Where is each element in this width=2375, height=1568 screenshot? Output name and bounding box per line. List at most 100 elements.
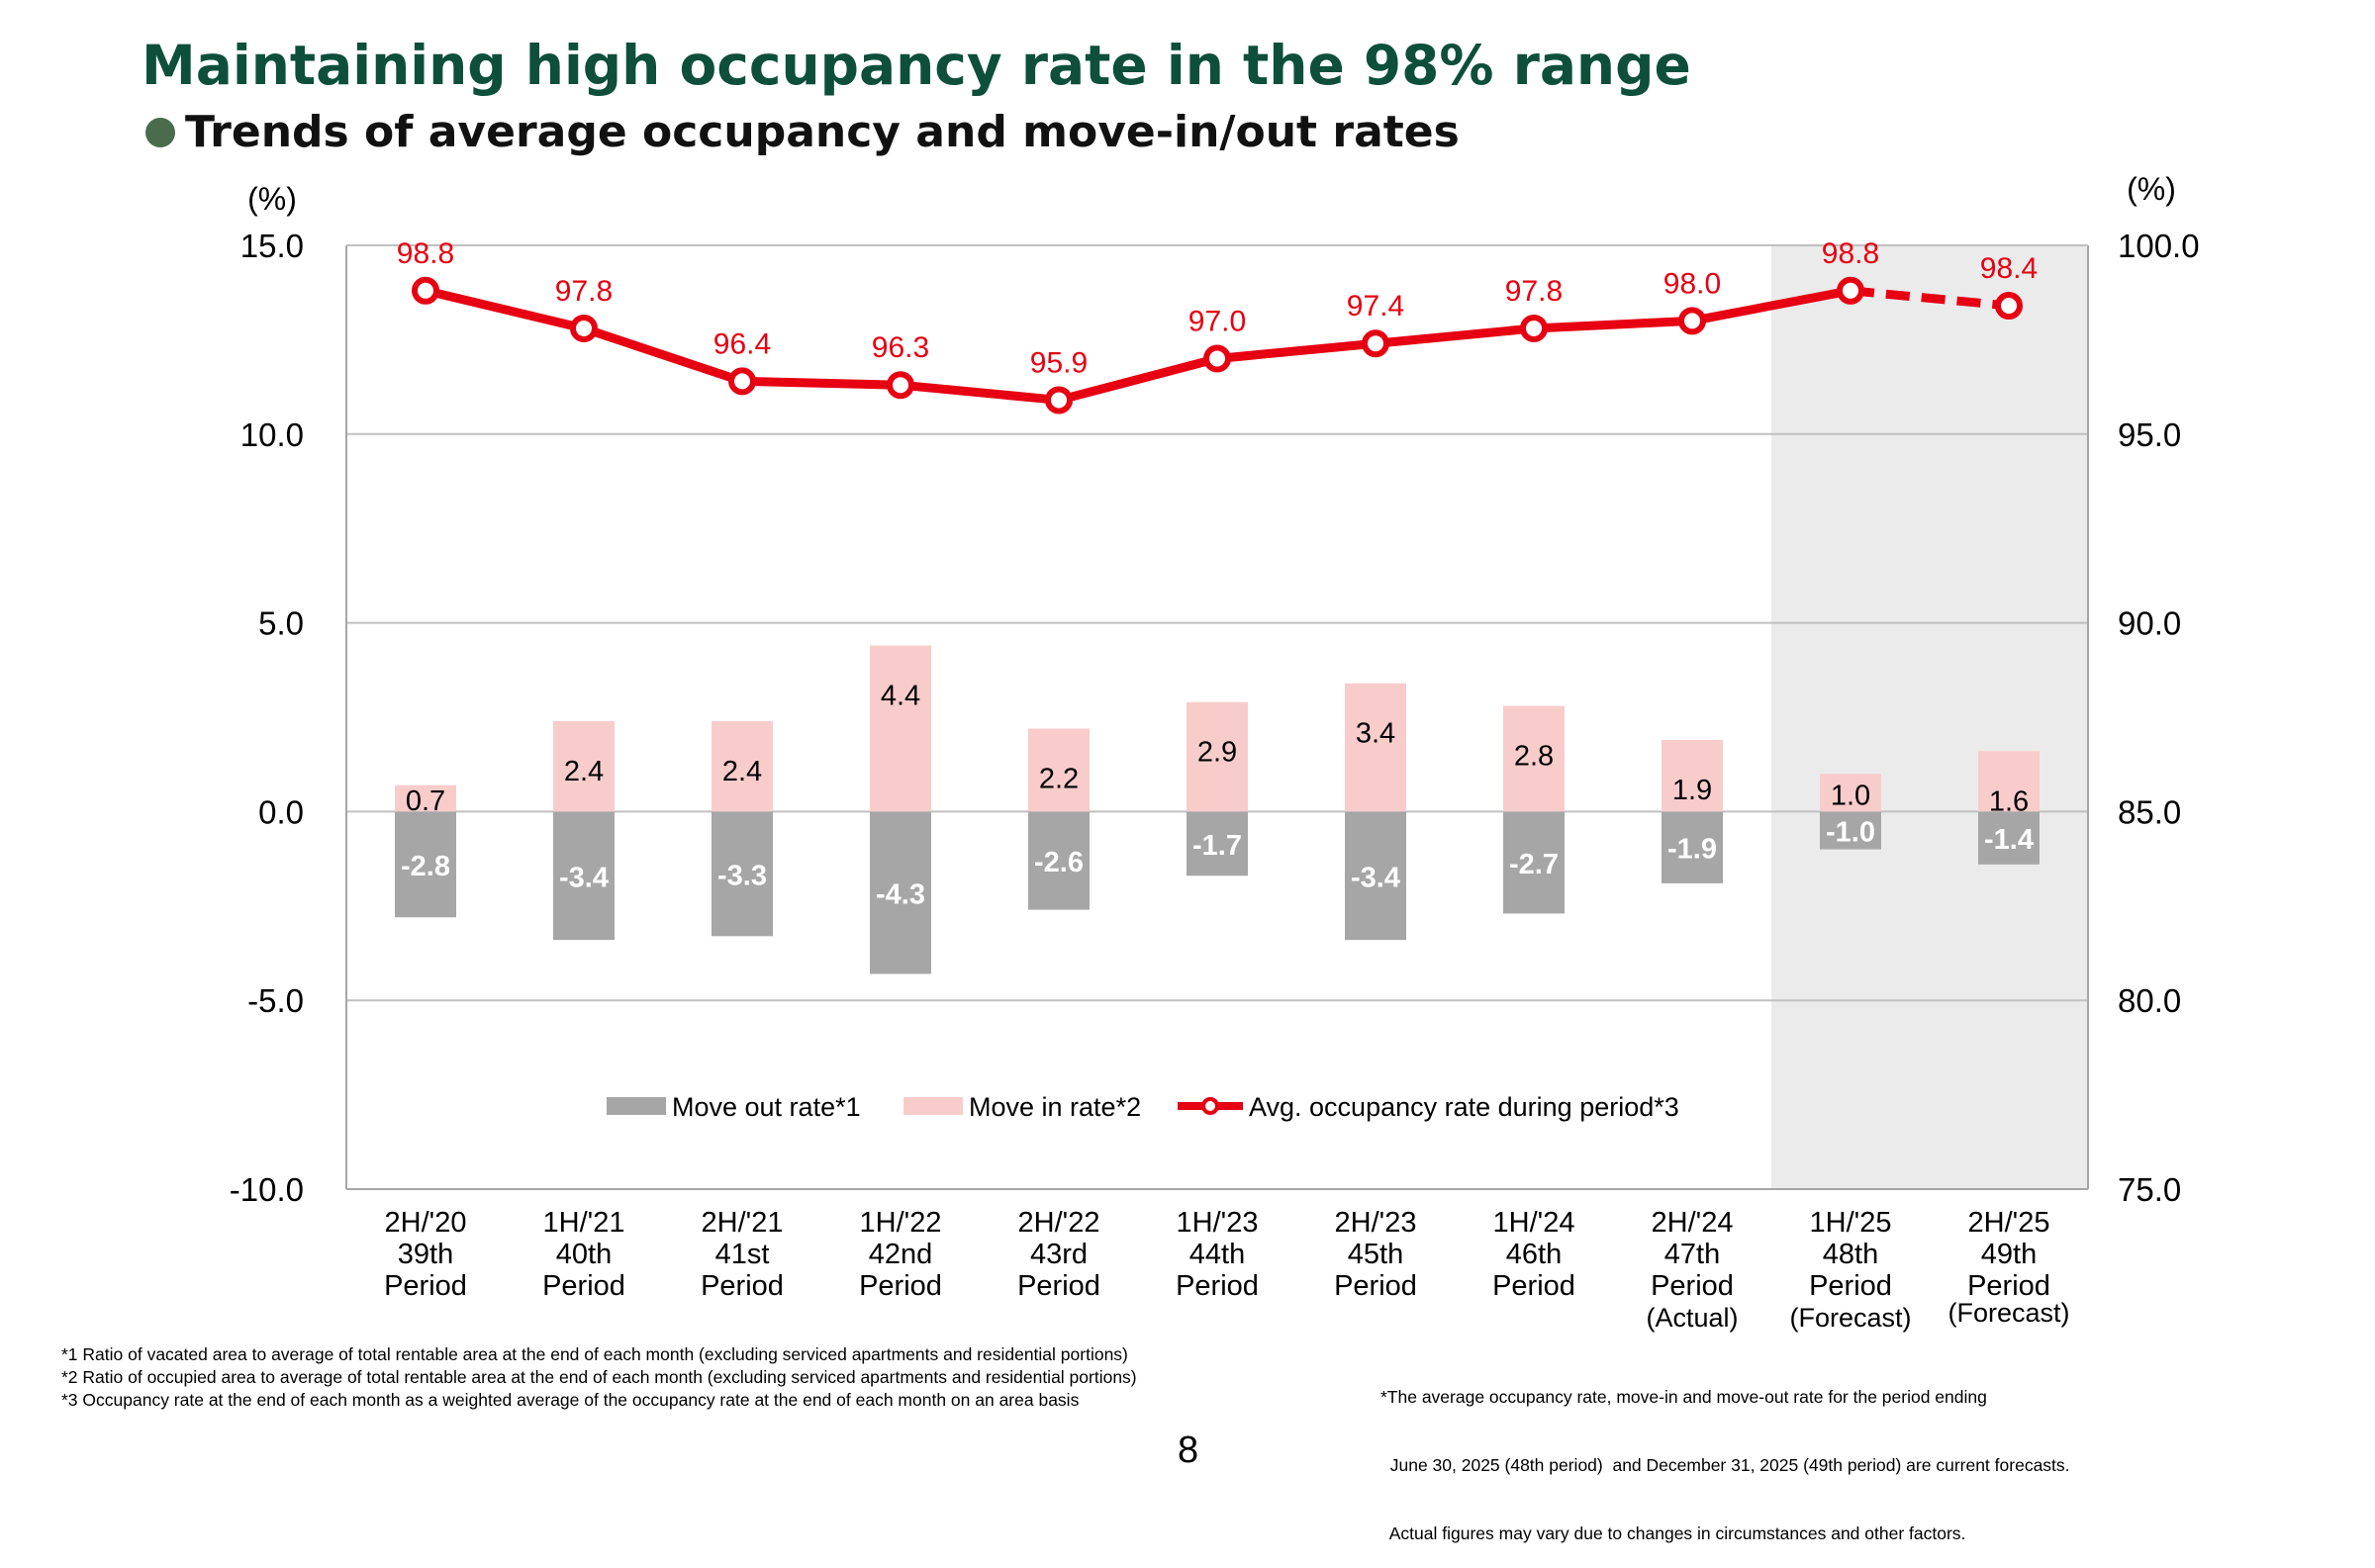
right-axis-tick: 90.0 (2118, 605, 2181, 642)
left-axis-tick: 10.0 (240, 416, 304, 453)
move-in-bar (553, 720, 615, 812)
move-out-label: -1.9 (1667, 834, 1717, 866)
occupancy-forecast-line (1850, 286, 2010, 311)
x-axis-label: 40th (556, 1239, 612, 1270)
footnotes: *1 Ratio of vacated area to average of t… (61, 1343, 1137, 1412)
x-axis-label: Period (701, 1270, 784, 1302)
x-axis-label: Period (542, 1270, 625, 1302)
footnote-2: *2 Ratio of occupied area to average of … (61, 1367, 1137, 1387)
x-axis-label: 41st (715, 1239, 770, 1270)
x-axis-label: 1H/'24 (1493, 1207, 1575, 1239)
x-axis-label: 1H/'23 (1177, 1207, 1259, 1239)
move-in-bar (1662, 739, 1723, 812)
chart-subtitle: Trends of average occupancy and move-in/… (145, 107, 1460, 157)
occupancy-label: 97.4 (1347, 290, 1404, 323)
occupancy-point (1045, 386, 1073, 415)
occupancy-point (1520, 314, 1548, 342)
disclaimer-line-3: Actual figures may vary due to changes i… (1380, 1523, 1966, 1543)
x-axis-label: 2H/'25 (1968, 1207, 2050, 1239)
x-axis-label: 49th (1981, 1239, 2037, 1270)
legend-swatch (903, 1097, 963, 1115)
x-axis-label: 1H/'25 (1810, 1207, 1892, 1239)
move-in-label: 2.4 (722, 756, 762, 787)
legend-label: Avg. occupancy rate during period*3 (1249, 1092, 1679, 1122)
x-axis-label: 2H/'22 (1018, 1207, 1100, 1239)
move-in-label: 4.4 (881, 680, 920, 711)
occupancy-point (1203, 344, 1231, 373)
move-out-label: -4.3 (876, 878, 925, 910)
x-axis-label: 46th (1506, 1239, 1562, 1270)
occupancy-label: 96.4 (713, 327, 771, 360)
left-axis-tick: -5.0 (247, 982, 304, 1019)
x-axis-label: Period (384, 1270, 467, 1302)
move-out-bar (1978, 811, 2040, 865)
x-axis-label: 39th (398, 1239, 453, 1270)
move-in-bar (1820, 774, 1881, 812)
move-in-label: 3.4 (1356, 718, 1395, 750)
x-axis-label: 42nd (869, 1239, 933, 1270)
move-out-bar (870, 811, 931, 974)
x-axis-label: 2H/'24 (1652, 1207, 1734, 1239)
legend-marker (1201, 1097, 1219, 1115)
move-out-label: -1.4 (1984, 824, 2034, 856)
occupancy-point (570, 314, 598, 342)
occupancy-point (1995, 292, 2023, 321)
move-out-label: -2.6 (1034, 847, 1084, 878)
legend-label: Move out rate*1 (672, 1092, 861, 1122)
x-axis-label: 2H/'21 (702, 1207, 784, 1239)
move-in-label: 1.9 (1672, 775, 1712, 806)
move-in-bar (1345, 683, 1406, 812)
move-out-label: -2.7 (1509, 849, 1559, 880)
x-axis-label: 2H/'20 (385, 1207, 467, 1239)
x-axis-label: Period (1651, 1270, 1734, 1302)
right-axis-tick: 95.0 (2118, 416, 2181, 453)
occupancy-label: 96.3 (872, 331, 929, 364)
move-out-label: -3.4 (1351, 862, 1400, 893)
move-out-label: -1.7 (1192, 830, 1242, 862)
move-in-label: 2.2 (1039, 763, 1079, 794)
disclaimer-line-2: June 30, 2025 (48th period) and December… (1380, 1455, 2070, 1475)
move-out-bar (1028, 811, 1090, 910)
occupancy-label: 97.8 (555, 275, 613, 308)
forecast-region (1771, 245, 2088, 1189)
occupancy-label: 97.8 (1505, 275, 1563, 308)
x-axis-label: 2H/'23 (1335, 1207, 1417, 1239)
move-out-bar (395, 811, 456, 918)
move-out-bar (712, 811, 773, 937)
move-in-bar (395, 784, 456, 812)
x-axis-label: Period (1492, 1270, 1575, 1302)
occupancy-point (1362, 329, 1389, 358)
footnote-3: *3 Occupancy rate at the end of each mon… (61, 1390, 1080, 1410)
move-in-bar (1978, 751, 2040, 812)
x-axis-label: Period (1017, 1270, 1100, 1302)
x-axis-label: Period (1176, 1270, 1259, 1302)
bullet-icon (145, 117, 175, 147)
x-axis-label: 1H/'22 (860, 1207, 942, 1239)
move-in-bar (1028, 728, 1090, 812)
left-axis-tick: 5.0 (258, 605, 304, 642)
move-out-bar (1187, 811, 1248, 876)
x-axis-label: Period (859, 1270, 942, 1302)
move-in-label: 1.0 (1831, 780, 1870, 811)
left-axis-tick: -10.0 (230, 1171, 304, 1208)
move-out-bar (1503, 811, 1565, 914)
x-axis-label: (Actual) (1646, 1303, 1738, 1333)
move-in-bar (1503, 705, 1565, 812)
move-in-label: 2.8 (1514, 741, 1554, 773)
right-axis-tick: 85.0 (2118, 793, 2181, 830)
x-axis-label: 45th (1348, 1239, 1403, 1270)
occupancy-label: 95.9 (1030, 346, 1088, 379)
move-in-label: 1.6 (1989, 785, 2029, 817)
move-in-label: 2.4 (564, 756, 604, 787)
right-axis-unit: (%) (2127, 171, 2176, 207)
left-axis-tick: 0.0 (258, 793, 304, 830)
occupancy-point (728, 367, 756, 396)
occupancy-label: 98.0 (1663, 267, 1721, 300)
right-axis-tick: 75.0 (2118, 1171, 2181, 1208)
occupancy-line (424, 286, 1852, 405)
move-out-bar (1345, 811, 1406, 941)
right-axis-tick: 100.0 (2118, 228, 2200, 264)
move-out-bar (553, 811, 615, 941)
occupancy-label: 98.8 (1822, 237, 1879, 270)
move-in-bar (712, 720, 773, 812)
